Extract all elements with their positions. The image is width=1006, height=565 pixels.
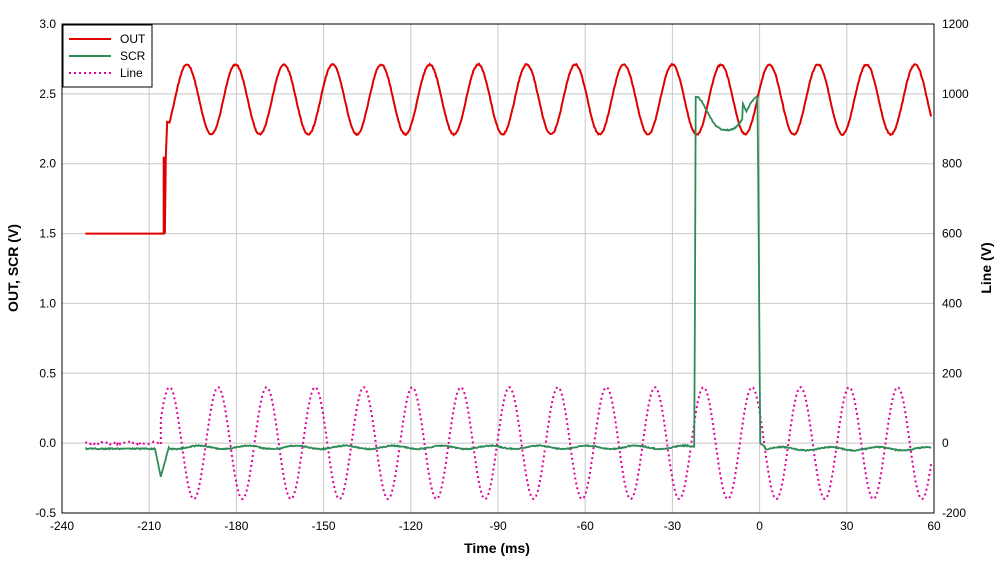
y-right-tick-label: 0 [942,436,949,450]
x-tick-label: -150 [312,519,336,533]
y-right-tick-label: -200 [942,506,966,520]
x-tick-label: -60 [577,519,595,533]
legend-label-line: Line [120,66,143,80]
y-right-axis-title: Line (V) [978,242,994,293]
x-tick-label: 30 [840,519,854,533]
legend-label-scr: SCR [120,49,146,63]
x-tick-label: -210 [137,519,161,533]
x-axis-title: Time (ms) [464,540,530,556]
plot-frame [61,23,935,514]
x-tick-label: -120 [399,519,423,533]
x-tick-label: -180 [224,519,248,533]
y-left-axis-title: OUT, SCR (V) [5,224,21,312]
x-tick-label: 0 [756,519,763,533]
y-right-tick-label: 400 [942,296,962,310]
y-right-tick-label: 1200 [942,17,969,31]
x-tick-label: 60 [927,519,941,533]
series-out-line [85,62,933,235]
series-layer [84,62,933,501]
y-left-tick-label: 2.0 [39,157,56,171]
y-right-tick-label: 1000 [942,87,969,101]
y-right-tick-label: 200 [942,366,962,380]
y-right-tick-label: 800 [942,157,962,171]
grid [62,24,934,513]
y-left-tick-label: 0.0 [39,436,56,450]
legend: OUT SCR Line [62,24,153,88]
y-left-tick-label: -0.5 [35,506,56,520]
x-tick-label: -30 [664,519,682,533]
series-line-line [84,386,933,501]
x-tick-label: -240 [50,519,74,533]
legend-label-out: OUT [120,32,146,46]
y-left-tick-label: 1.0 [39,296,56,310]
y-left-tick-label: 3.0 [39,17,56,31]
y-left-tick-label: 0.5 [39,366,56,380]
series-scr-line [85,95,932,478]
y-left-tick-label: 2.5 [39,87,56,101]
y-right-tick-label: 600 [942,227,962,241]
ticks: -240 -210 -180 -150 -120 -90 -60 -30 0 30 60 -0.5 0.… [35,17,969,533]
y-left-tick-label: 1.5 [39,227,56,241]
x-tick-label: -90 [489,519,507,533]
